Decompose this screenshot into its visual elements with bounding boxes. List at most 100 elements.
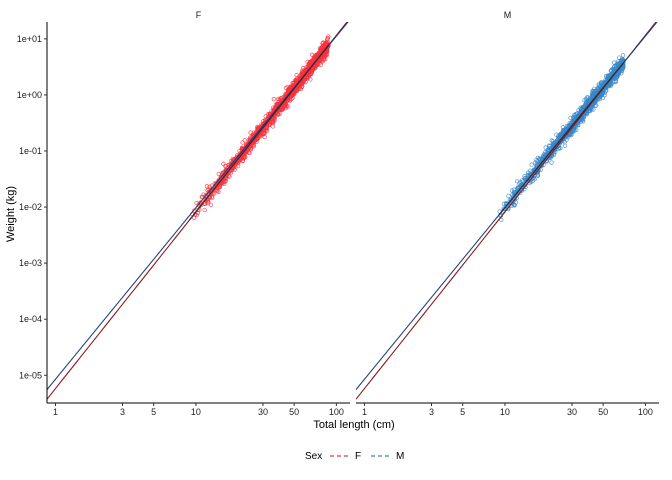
y-tick-label: 1e-04 <box>19 314 42 324</box>
y-tick-label: 1e+00 <box>17 90 42 100</box>
scatter-point <box>218 179 223 185</box>
x-tick-label: 5 <box>460 407 465 417</box>
axes-m: 1 3 5 10 30 50 100 <box>356 402 659 417</box>
scatter-point <box>276 96 281 102</box>
scatter-point <box>195 207 200 213</box>
scatter-point <box>203 193 208 198</box>
x-tick-label: 100 <box>638 407 653 417</box>
scatter-point <box>557 145 562 150</box>
legend-label-m: M <box>396 451 404 462</box>
scatter-point <box>211 191 217 197</box>
scatter-point <box>270 124 276 129</box>
x-axis-title: Total length (cm) <box>313 419 394 431</box>
y-tick-label: 1e-03 <box>19 258 42 268</box>
scatter-point <box>545 147 550 153</box>
scatter-point <box>194 200 199 206</box>
scatter-point <box>264 126 269 131</box>
scatter-point <box>277 111 282 116</box>
scatter-point <box>613 79 618 85</box>
y-tick-label: 1e+01 <box>17 34 42 44</box>
y-tick-label: 1e-01 <box>19 146 42 156</box>
scatter-point <box>228 158 234 164</box>
scatter-point <box>514 178 520 184</box>
scatter-point <box>615 68 620 73</box>
scatter-point <box>301 66 306 71</box>
facet-label-f: F <box>196 10 202 20</box>
scatter-point <box>324 49 330 55</box>
scatter-points-f <box>190 34 331 220</box>
scatter-point <box>557 132 563 137</box>
scatter-point <box>308 77 313 82</box>
scatter-point <box>543 145 548 150</box>
y-axis: 1e-05 1e-04 1e-03 1e-02 1e-01 1e+00 1e+01 <box>17 22 48 403</box>
scatter-point <box>510 195 515 200</box>
scatter-point <box>597 96 603 102</box>
scatter-point <box>562 143 568 148</box>
scatter-point <box>207 184 212 189</box>
x-tick-label: 3 <box>429 407 434 417</box>
scatter-point <box>619 67 624 73</box>
y-tick-label: 1e-05 <box>19 370 42 380</box>
scatter-point <box>247 150 252 156</box>
facet-label-m: M <box>504 10 512 20</box>
scatter-point <box>603 74 609 79</box>
facet-panel-m: M 1 3 5 10 30 50 100 <box>356 10 659 417</box>
scatter-point <box>280 107 285 112</box>
scatter-point <box>264 124 269 130</box>
scatter-point <box>194 213 199 218</box>
scatter-point <box>208 202 214 207</box>
scatter-point <box>291 80 297 86</box>
x-tick-label: 10 <box>500 407 510 417</box>
scatter-point <box>324 41 330 46</box>
x-tick-label: 10 <box>191 407 201 417</box>
x-tick-label: 50 <box>598 407 608 417</box>
scatter-point <box>221 161 226 167</box>
scatter-point <box>501 201 507 207</box>
scatter-point <box>311 63 316 68</box>
scatter-point <box>582 103 588 109</box>
scatter-point <box>511 190 517 195</box>
scatter-point <box>309 71 314 77</box>
scatter-point <box>262 134 267 140</box>
scatter-point <box>288 84 293 89</box>
scatter-point <box>235 164 241 169</box>
scatter-point <box>620 53 626 58</box>
scatter-point <box>518 183 523 188</box>
scatter-point <box>216 171 221 177</box>
fit-lines-m <box>356 22 658 400</box>
scatter-point <box>608 68 613 74</box>
scatter-point <box>591 89 596 94</box>
scatter-point <box>223 175 229 181</box>
scatter-point <box>202 207 207 213</box>
scatter-point <box>534 157 539 163</box>
legend: Sex F M <box>305 451 404 462</box>
scatter-point <box>242 138 247 143</box>
scatter-point <box>287 88 292 93</box>
scatter-point <box>516 188 522 194</box>
x-tick-label: 1 <box>53 407 58 417</box>
scatter-point <box>298 78 304 83</box>
scatter-point <box>506 193 511 199</box>
scatter-point <box>299 82 304 87</box>
x-tick-label: 30 <box>567 407 577 417</box>
y-axis-title: Weight (kg) <box>5 186 17 242</box>
facet-panel-f: F 1 3 5 10 30 50 100 <box>47 10 350 417</box>
x-tick-label: 50 <box>289 407 299 417</box>
scatter-point <box>532 168 537 173</box>
scatter-point <box>542 152 548 158</box>
scatter-point <box>617 55 622 60</box>
scatter-point <box>593 103 598 108</box>
scatter-point <box>551 140 557 146</box>
scatter-point <box>530 178 536 183</box>
center-fit-line <box>189 44 330 221</box>
scatter-point <box>201 192 206 197</box>
fit-lines-f <box>47 22 349 400</box>
scatter-point <box>305 68 310 73</box>
scatter-point <box>230 164 235 169</box>
legend-title: Sex <box>305 451 322 462</box>
scatter-point <box>501 206 506 211</box>
scatter-point <box>271 97 277 102</box>
scatter-point <box>204 184 210 189</box>
scatter-point <box>529 162 534 167</box>
